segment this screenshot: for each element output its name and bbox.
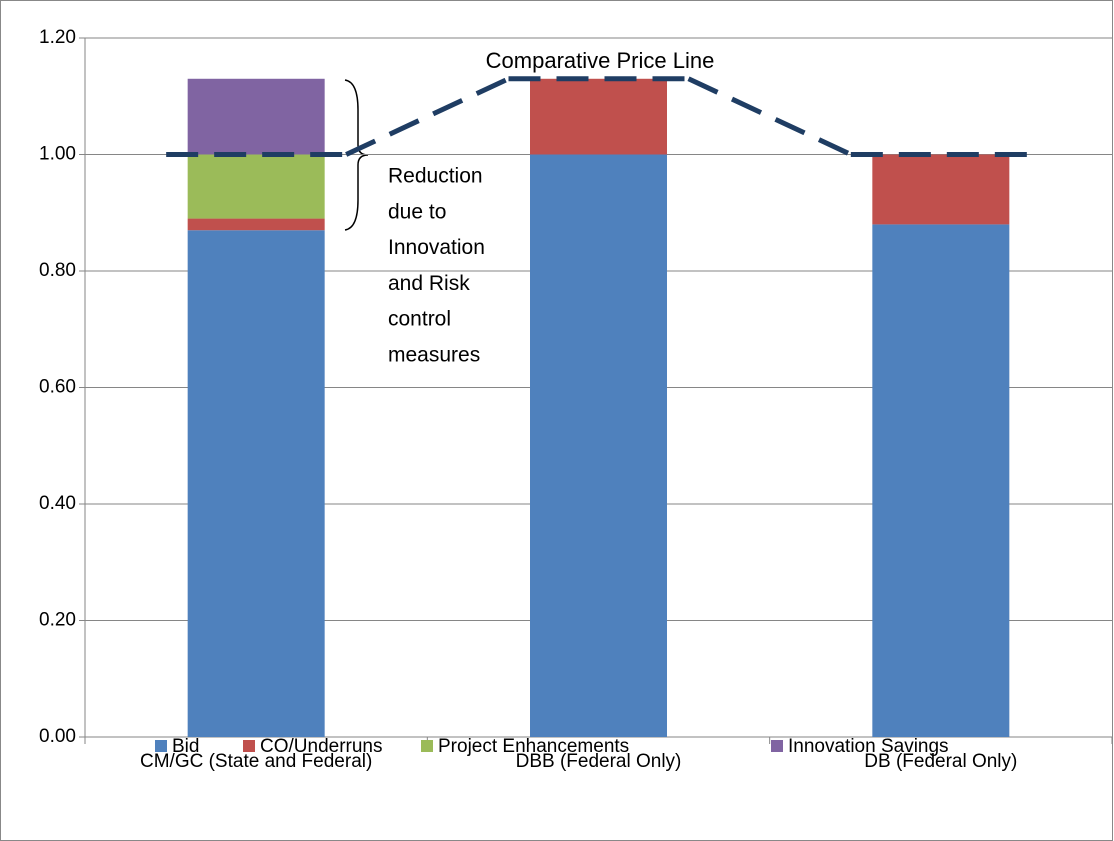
bar-segment xyxy=(872,224,1010,737)
legend-swatch xyxy=(771,740,783,752)
annotation: control xyxy=(388,308,451,331)
bar-segment xyxy=(872,154,1010,225)
y-tick-label: 1.20 xyxy=(39,27,76,48)
line-label: Comparative Price Line xyxy=(486,48,715,73)
legend-label: Project Enhancements xyxy=(438,736,629,757)
annotation: measures xyxy=(388,344,480,367)
legend-swatch xyxy=(243,740,255,752)
y-tick-label: 0.40 xyxy=(39,493,76,514)
bar-segment xyxy=(187,154,325,219)
y-tick-label: 0.60 xyxy=(39,377,76,398)
legend-swatch xyxy=(155,740,167,752)
bar-segment xyxy=(530,78,667,155)
y-tick-label: 0.20 xyxy=(39,610,76,631)
bar-segment xyxy=(187,230,325,737)
legend-label: Innovation Savings xyxy=(788,736,949,757)
bar-segment xyxy=(187,218,325,231)
legend-swatch xyxy=(421,740,433,752)
y-tick-label: 0.00 xyxy=(39,726,76,747)
price-line-connector xyxy=(345,76,510,157)
annotation: and Risk xyxy=(388,272,470,295)
x-tick-label: DB (Federal Only) xyxy=(864,751,1017,772)
annotation: due to xyxy=(388,200,446,223)
bar-segment xyxy=(187,78,325,155)
annotation: Innovation xyxy=(388,236,485,259)
annotation: Reduction xyxy=(388,165,483,188)
bar-segment xyxy=(530,154,667,737)
price-line-connector xyxy=(687,76,852,157)
x-tick-label: DBB (Federal Only) xyxy=(516,751,682,772)
legend-label: CO/Underruns xyxy=(260,736,383,757)
y-tick-label: 1.00 xyxy=(39,144,76,165)
x-tick-label: CM/GC (State and Federal) xyxy=(140,751,372,772)
y-tick-label: 0.80 xyxy=(39,260,76,281)
legend-label: Bid xyxy=(172,736,199,757)
